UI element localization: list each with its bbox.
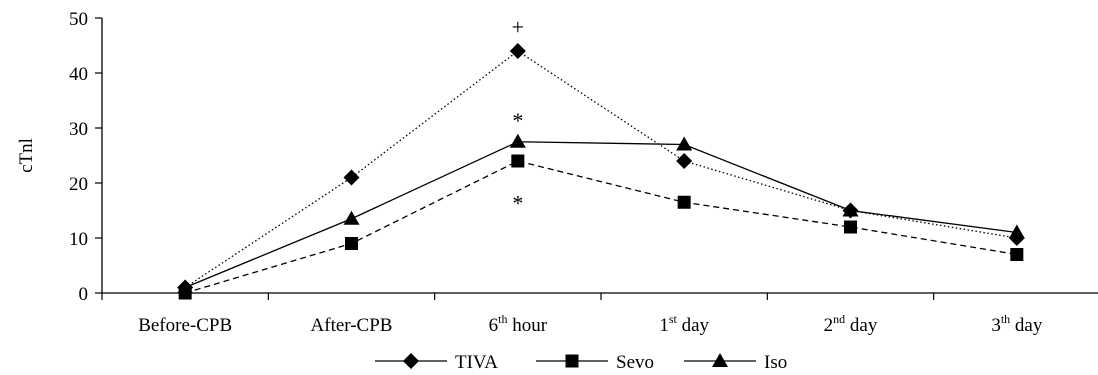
legend-label-tiva: TIVA bbox=[455, 352, 498, 373]
y-axis-ticks: 0 10 20 30 40 50 bbox=[69, 9, 102, 305]
data-point-sevo bbox=[1010, 248, 1024, 261]
legend-label-sevo: Sevo bbox=[616, 352, 654, 373]
data-point-iso bbox=[842, 202, 859, 217]
y-tick-label: 40 bbox=[69, 64, 88, 85]
x-tick-label: 2nd day bbox=[824, 312, 878, 336]
legend: TIVA Sevo Iso bbox=[375, 352, 787, 373]
x-tick-label: 6th hour bbox=[489, 312, 548, 336]
significance-marker: * bbox=[512, 108, 523, 133]
y-axis-label: cTnl bbox=[16, 138, 37, 173]
x-tick-label: 1st day bbox=[659, 312, 709, 336]
data-point-tiva bbox=[509, 43, 526, 59]
y-tick-label: 0 bbox=[79, 284, 89, 305]
data-point-tiva bbox=[343, 169, 360, 186]
annotations-group: + * * bbox=[512, 14, 524, 215]
data-point-iso bbox=[177, 279, 194, 294]
series-line-tiva bbox=[184, 50, 1017, 289]
legend-label-iso: Iso bbox=[764, 352, 787, 373]
data-point-sevo bbox=[345, 237, 358, 250]
data-point-sevo bbox=[511, 154, 525, 168]
data-point-iso bbox=[509, 133, 526, 148]
x-axis-ticks: Before-CPB After-CPB 6th hour 1st day 2nd da… bbox=[101, 293, 1043, 336]
data-point-iso bbox=[343, 210, 360, 225]
legend-marker-tiva bbox=[403, 353, 419, 369]
y-tick-label: 50 bbox=[69, 9, 88, 30]
data-point-iso bbox=[676, 136, 693, 151]
significance-marker: * bbox=[512, 190, 523, 215]
x-tick-label: 3th day bbox=[991, 312, 1043, 336]
x-tick-label: Before-CPB bbox=[138, 315, 232, 336]
data-point-tiva bbox=[676, 153, 693, 169]
legend-marker-sevo bbox=[565, 354, 579, 368]
y-tick-label: 30 bbox=[69, 119, 88, 140]
chart-axes bbox=[101, 18, 1098, 294]
data-point-sevo bbox=[844, 220, 857, 234]
significance-marker: + bbox=[512, 14, 524, 39]
series-group bbox=[177, 43, 1025, 300]
legend-marker-iso bbox=[712, 353, 728, 367]
data-point-sevo bbox=[677, 195, 691, 209]
series-line-iso bbox=[184, 141, 1017, 289]
data-point-iso bbox=[1008, 224, 1025, 239]
series-line-sevo bbox=[184, 160, 1017, 294]
x-tick-label: After-CPB bbox=[311, 315, 393, 336]
y-tick-label: 20 bbox=[69, 174, 88, 195]
y-tick-label: 10 bbox=[69, 229, 88, 250]
